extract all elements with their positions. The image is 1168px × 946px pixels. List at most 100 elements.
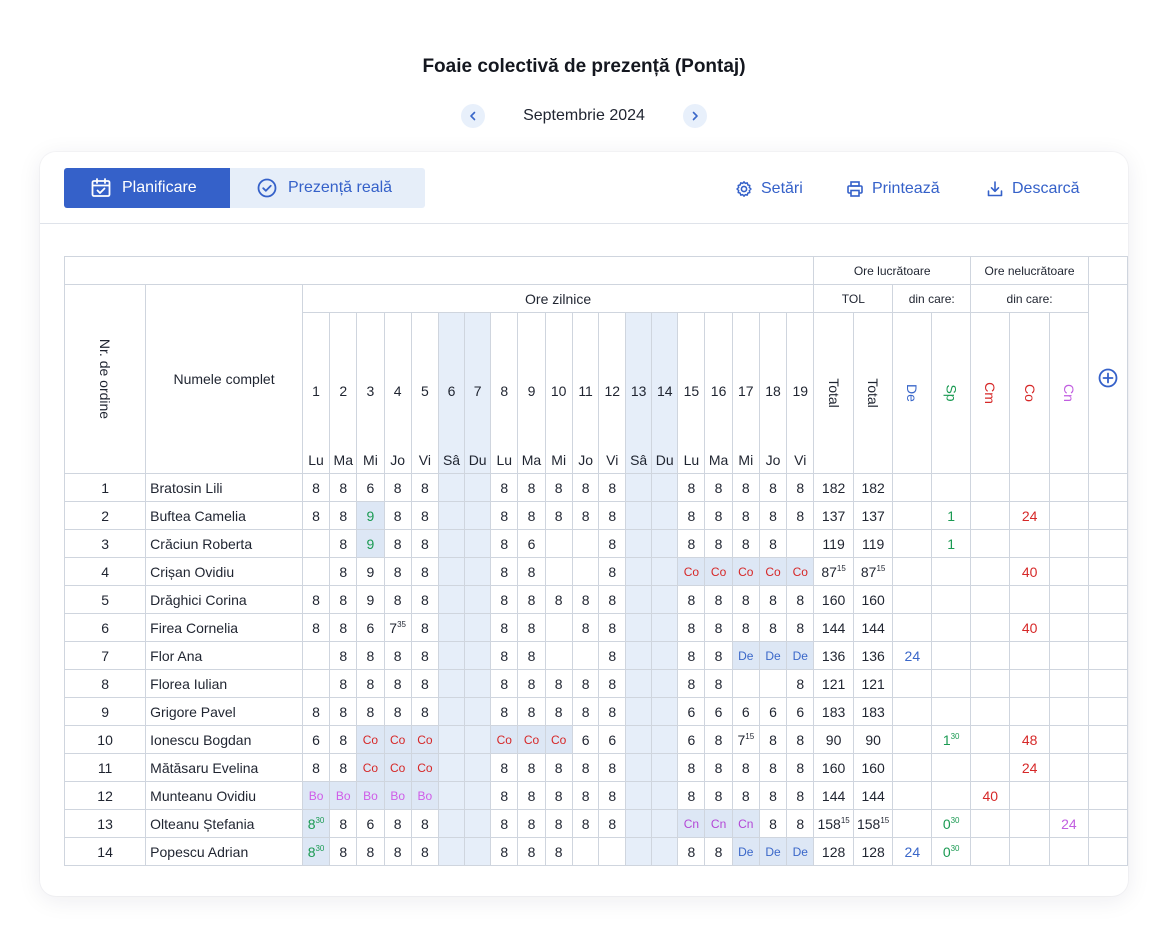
- day-cell[interactable]: [651, 725, 679, 754]
- employee-name[interactable]: Buftea Camelia: [145, 501, 303, 530]
- day-cell[interactable]: Co: [410, 725, 439, 754]
- day-cell[interactable]: [437, 725, 466, 754]
- day-cell[interactable]: 8: [677, 473, 706, 502]
- day-cell[interactable]: [625, 557, 653, 586]
- day-cell[interactable]: Co: [356, 725, 385, 754]
- day-cell[interactable]: 8: [329, 529, 358, 558]
- day-cell[interactable]: [651, 585, 679, 614]
- day-cell[interactable]: 8: [383, 641, 412, 670]
- day-cell[interactable]: [625, 753, 653, 782]
- day-cell[interactable]: [625, 669, 653, 698]
- day-cell[interactable]: 8: [410, 837, 439, 866]
- day-cell[interactable]: 8: [677, 781, 706, 810]
- day-cell[interactable]: Cn: [677, 809, 706, 838]
- day-cell[interactable]: [544, 641, 573, 670]
- day-cell[interactable]: [301, 669, 331, 698]
- day-cell[interactable]: Cn: [731, 809, 760, 838]
- day-cell[interactable]: [437, 557, 466, 586]
- day-cell[interactable]: 8: [758, 529, 788, 558]
- day-cell[interactable]: 8: [410, 809, 439, 838]
- day-cell[interactable]: 8: [517, 473, 546, 502]
- day-cell[interactable]: 8: [598, 613, 627, 642]
- day-cell[interactable]: [437, 781, 466, 810]
- day-cell[interactable]: [625, 697, 653, 726]
- day-cell[interactable]: 8: [490, 557, 519, 586]
- day-cell[interactable]: 8: [731, 781, 760, 810]
- day-cell[interactable]: 8: [758, 613, 788, 642]
- day-cell[interactable]: 6: [571, 725, 600, 754]
- day-cell[interactable]: [544, 613, 573, 642]
- day-cell[interactable]: 8: [544, 501, 573, 530]
- prev-month-button[interactable]: [461, 104, 485, 128]
- day-cell[interactable]: 8: [731, 753, 760, 782]
- day-cell[interactable]: 8: [410, 613, 439, 642]
- day-cell[interactable]: 8: [786, 613, 815, 642]
- day-cell[interactable]: 8: [410, 501, 439, 530]
- day-cell[interactable]: [651, 781, 679, 810]
- day-cell[interactable]: 8: [598, 585, 627, 614]
- day-cell[interactable]: 8: [383, 529, 412, 558]
- day-cell[interactable]: [464, 809, 492, 838]
- day-cell[interactable]: Co: [704, 557, 733, 586]
- day-cell[interactable]: 8: [329, 473, 358, 502]
- day-cell[interactable]: 6: [758, 697, 788, 726]
- day-cell[interactable]: 8: [704, 725, 733, 754]
- day-cell[interactable]: 8: [571, 697, 600, 726]
- day-cell[interactable]: [651, 809, 679, 838]
- employee-name[interactable]: Ionescu Bogdan: [145, 725, 303, 754]
- plus-circle-icon[interactable]: [1097, 367, 1119, 389]
- day-cell[interactable]: [301, 641, 331, 670]
- tab-planificare[interactable]: Planificare: [64, 168, 230, 208]
- day-cell[interactable]: 8: [571, 753, 600, 782]
- day-cell[interactable]: 8: [731, 501, 760, 530]
- day-cell[interactable]: [625, 613, 653, 642]
- day-cell[interactable]: Co: [758, 557, 788, 586]
- day-cell[interactable]: 8: [758, 725, 788, 754]
- day-cell[interactable]: 8: [490, 529, 519, 558]
- day-cell[interactable]: [437, 809, 466, 838]
- day-cell[interactable]: [651, 613, 679, 642]
- day-cell[interactable]: 8: [301, 753, 331, 782]
- day-cell[interactable]: 8: [598, 641, 627, 670]
- employee-name[interactable]: Drăghici Corina: [145, 585, 303, 614]
- day-cell[interactable]: 8: [490, 473, 519, 502]
- tab-prezenta-reala[interactable]: Prezență reală: [230, 168, 425, 208]
- day-cell[interactable]: [544, 557, 573, 586]
- day-cell[interactable]: [464, 837, 492, 866]
- day-cell[interactable]: 8: [786, 753, 815, 782]
- day-cell[interactable]: 8: [571, 809, 600, 838]
- day-cell[interactable]: Co: [677, 557, 706, 586]
- day-cell[interactable]: [437, 669, 466, 698]
- day-cell[interactable]: 8: [598, 781, 627, 810]
- day-cell[interactable]: [571, 529, 600, 558]
- day-cell[interactable]: Bo: [383, 781, 412, 810]
- day-cell[interactable]: Co: [786, 557, 815, 586]
- employee-name[interactable]: Popescu Adrian: [145, 837, 303, 866]
- day-cell[interactable]: [651, 641, 679, 670]
- day-cell[interactable]: 8: [598, 557, 627, 586]
- day-cell[interactable]: [437, 529, 466, 558]
- day-cell[interactable]: 9: [356, 501, 385, 530]
- day-cell[interactable]: 8: [758, 473, 788, 502]
- day-cell[interactable]: 8: [598, 669, 627, 698]
- day-cell[interactable]: 8: [490, 641, 519, 670]
- day-cell[interactable]: 8: [786, 585, 815, 614]
- day-cell[interactable]: 8: [598, 473, 627, 502]
- day-cell[interactable]: 8: [731, 613, 760, 642]
- day-cell[interactable]: [437, 501, 466, 530]
- day-cell[interactable]: 8: [490, 697, 519, 726]
- employee-name[interactable]: Munteanu Ovidiu: [145, 781, 303, 810]
- day-cell[interactable]: 8: [758, 753, 788, 782]
- day-cell[interactable]: 735: [383, 613, 412, 642]
- day-cell[interactable]: [651, 837, 679, 866]
- day-cell[interactable]: 8: [598, 697, 627, 726]
- day-cell[interactable]: 8: [410, 641, 439, 670]
- day-cell[interactable]: 8: [544, 585, 573, 614]
- day-cell[interactable]: [464, 613, 492, 642]
- day-cell[interactable]: Bo: [329, 781, 358, 810]
- day-cell[interactable]: 8: [517, 753, 546, 782]
- day-cell[interactable]: 8: [356, 641, 385, 670]
- day-cell[interactable]: 8: [544, 781, 573, 810]
- day-cell[interactable]: 6: [356, 473, 385, 502]
- day-cell[interactable]: 8: [571, 501, 600, 530]
